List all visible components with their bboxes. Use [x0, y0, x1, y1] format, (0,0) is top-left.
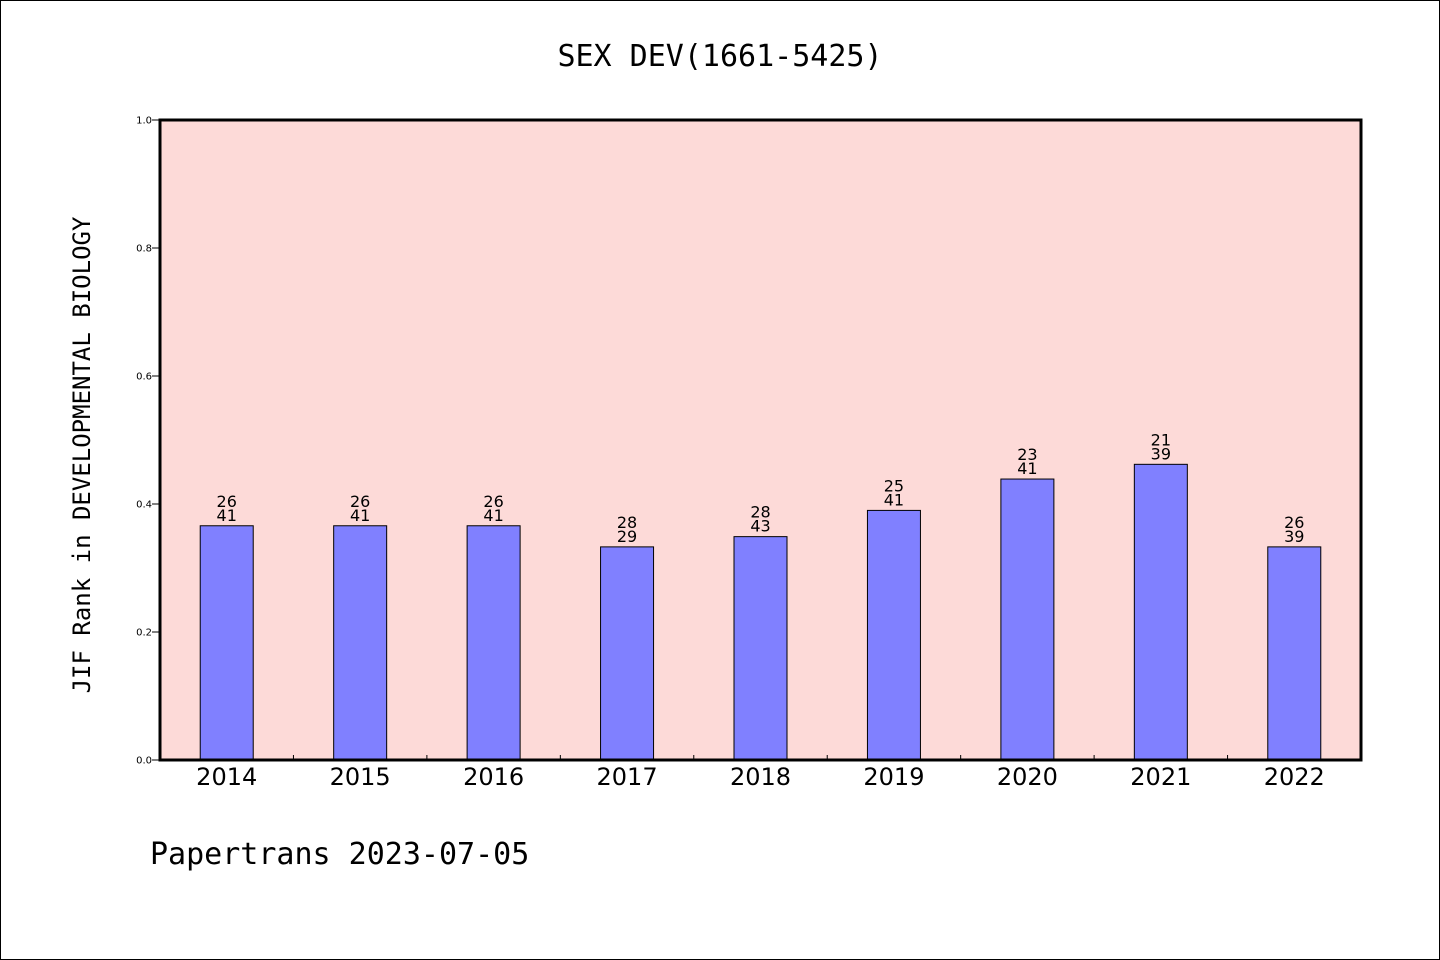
- bar-2017: [600, 546, 655, 761]
- bar-label-2017-rank: 28: [617, 513, 637, 532]
- bar-label-2014-total: 41: [217, 506, 237, 525]
- x-tick-label-2019: 2019: [863, 763, 924, 791]
- bar-label-2016-total: 41: [483, 506, 503, 525]
- bar-label-2016-rank: 26: [483, 492, 503, 511]
- x-axis: 2014 2015 2016 2017 2018 2019 2020 2021 2022: [196, 755, 1325, 791]
- bar-label-2015-total: 41: [350, 506, 370, 525]
- bar-label-2020-rank: 23: [1017, 445, 1037, 464]
- bars-group: [199, 463, 1322, 761]
- bar-label-2019-rank: 25: [884, 476, 904, 495]
- bar-label-2015-rank: 26: [350, 492, 370, 511]
- bar-label-2021-rank: 21: [1151, 430, 1171, 449]
- y-tick-label-0.4: 0.4: [136, 500, 152, 511]
- bar-label-2020-total: 41: [1017, 459, 1037, 478]
- x-tick-label-2020: 2020: [997, 763, 1058, 791]
- x-tick-label-2022: 2022: [1264, 763, 1325, 791]
- bar-2018: [733, 536, 788, 761]
- y-tick-label-0.0: 0.0: [136, 756, 152, 767]
- chart-title: SEX DEV(1661-5425): [557, 39, 882, 74]
- bar-2021: [1133, 463, 1188, 761]
- x-tick-label-2015: 2015: [330, 763, 391, 791]
- x-tick-label-2021: 2021: [1130, 763, 1191, 791]
- y-tick-label-0.6: 0.6: [136, 372, 152, 383]
- bar-label-2018-total: 43: [750, 517, 770, 536]
- x-tick-label-2017: 2017: [597, 763, 658, 791]
- plot-border: [158, 118, 1363, 762]
- bar-label-2022-rank: 26: [1284, 513, 1304, 532]
- bar-label-2022-total: 39: [1284, 527, 1304, 546]
- bar-2022: [1267, 546, 1322, 761]
- bar-2015: [333, 525, 388, 761]
- bar-2014: [199, 525, 254, 761]
- bar-label-2019-total: 41: [884, 490, 904, 509]
- bar-label-2014-rank: 26: [217, 492, 237, 511]
- bar-label-2017-total: 29: [617, 527, 637, 546]
- x-tick-label-2014: 2014: [196, 763, 257, 791]
- y-axis-label: JIF Rank in DEVELOPMENTAL BIOLOGY: [68, 216, 96, 693]
- bar-2019: [866, 509, 921, 761]
- bar-2016: [466, 525, 521, 761]
- y-tick-label-0.8: 0.8: [136, 244, 152, 255]
- y-tick-label-1.0: 1.0: [136, 116, 152, 127]
- bar-2020: [1000, 478, 1055, 761]
- bar-label-2021-total: 39: [1151, 444, 1171, 463]
- x-tick-label-2016: 2016: [463, 763, 524, 791]
- footer-credit: Papertrans 2023-07-05: [150, 837, 529, 872]
- bar-label-2018-rank: 28: [750, 503, 770, 522]
- x-tick-label-2018: 2018: [730, 763, 791, 791]
- y-axis: 0.0 0.2 0.4 0.6 0.8 1.0: [136, 116, 160, 767]
- y-tick-label-0.2: 0.2: [136, 628, 152, 639]
